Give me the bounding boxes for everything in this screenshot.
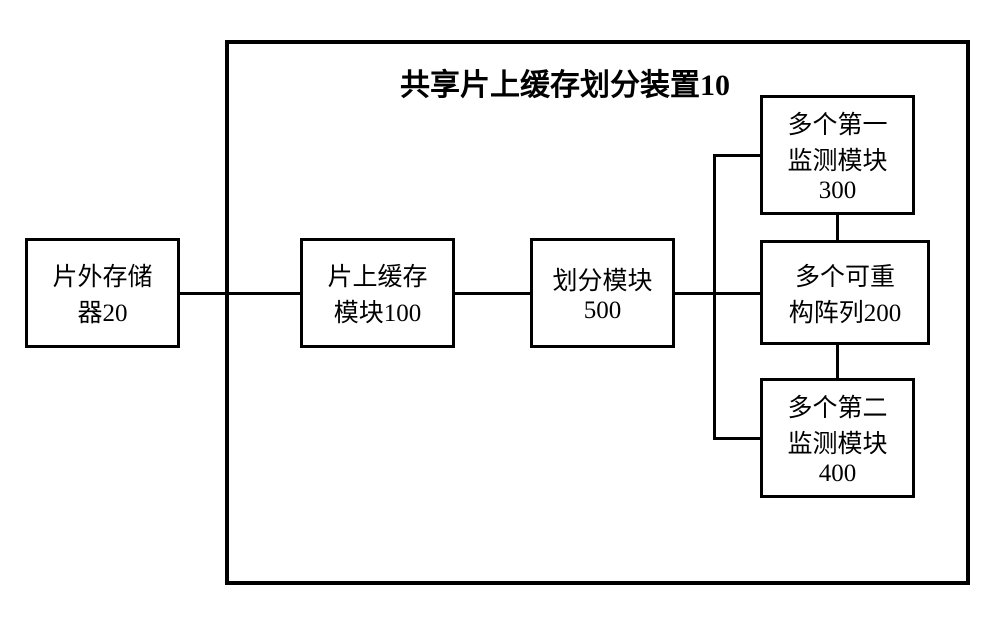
edge-outer-to-onchip (225, 292, 300, 295)
node-off-chip-memory: 片外存储 器20 (25, 238, 180, 348)
diagram-title: 共享片上缓存划分装置10 (400, 60, 730, 104)
node-label-line: 多个可重 (795, 257, 895, 293)
edge-monitor1-to-reconfig (836, 215, 839, 240)
node-label-line: 模块100 (334, 293, 422, 329)
node-label-line: 构阵列200 (789, 293, 902, 329)
node-monitor-2: 多个第二 监测模块 400 (760, 378, 915, 498)
node-label-line: 400 (819, 460, 857, 488)
edge-branch-down (713, 292, 716, 440)
node-label-line: 监测模块 (787, 424, 887, 460)
node-reconfig-array: 多个可重 构阵列200 (760, 240, 930, 345)
edge-reconfig-to-monitor2 (836, 345, 839, 378)
edge-to-monitor1 (713, 154, 760, 157)
node-label-line: 划分模块 (552, 261, 652, 297)
node-label-line: 监测模块 (787, 141, 887, 177)
node-label-line: 多个第二 (787, 388, 887, 424)
node-label-line: 500 (584, 297, 622, 325)
edge-offchip-to-outer (180, 292, 225, 295)
node-label-line: 片上缓存 (327, 257, 427, 293)
node-label-line: 300 (819, 177, 857, 205)
node-monitor-1: 多个第一 监测模块 300 (760, 95, 915, 215)
node-label-line: 多个第一 (787, 105, 887, 141)
edge-to-monitor2 (713, 437, 760, 440)
node-partition-module: 划分模块 500 (530, 238, 675, 348)
node-label-line: 器20 (77, 293, 127, 329)
node-label-line: 片外存储 (52, 257, 152, 293)
edge-partition-to-reconfig (675, 292, 760, 295)
edge-branch-up (713, 155, 716, 295)
node-on-chip-cache: 片上缓存 模块100 (300, 238, 455, 348)
edge-onchip-to-partition (455, 292, 530, 295)
diagram-canvas: 共享片上缓存划分装置10 片外存储 器20 片上缓存 模块100 划分模块 50… (0, 0, 1000, 619)
